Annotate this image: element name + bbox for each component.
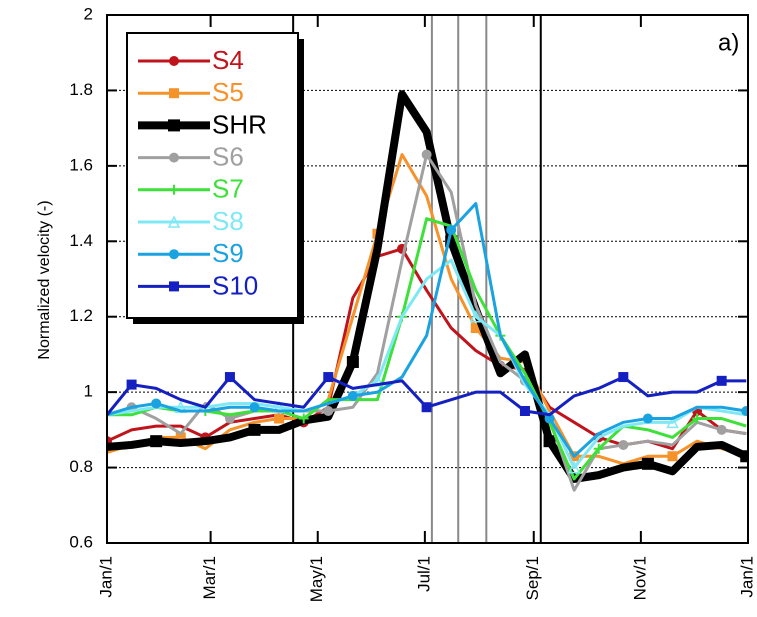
y-tick-label: 1.6 [69,155,93,174]
marker [741,406,748,416]
x-tick-label: Jul/1 [414,556,433,592]
series-line [107,202,747,458]
marker [323,372,334,383]
legend-label: SHR [212,109,267,139]
plot-frame [106,14,749,544]
marker [642,413,653,424]
series-line [107,90,748,483]
legend-marker [169,152,179,163]
legend-label: S10 [212,270,258,300]
legend-label: S8 [212,206,244,236]
marker [667,451,678,462]
legend-marker [169,249,179,260]
marker [421,149,432,160]
marker [469,310,483,323]
marker [421,402,432,413]
x-tick-label: Mar/1 [200,556,219,599]
legend-marker [169,184,179,195]
marker [248,423,261,436]
legend-marker [167,215,181,228]
marker [593,443,604,454]
marker [740,450,748,463]
marker [692,413,703,424]
x-tick-label: Nov/1 [630,556,649,600]
marker [544,413,555,424]
marker [298,413,309,424]
x-tick-label: Sep/1 [523,556,542,600]
marker [224,413,235,424]
marker [618,439,629,450]
marker [126,379,137,390]
y-tick-label: 2 [84,4,93,23]
series-line [107,217,747,481]
marker [543,435,556,448]
legend-label: S4 [212,45,244,75]
y-tick-label: 1 [84,382,93,401]
marker [666,415,679,429]
marker [716,375,727,386]
marker [470,323,481,334]
legend-marker [169,281,179,292]
marker [567,460,581,474]
marker [618,372,629,383]
legend-label: S6 [212,141,244,171]
legend-box [126,32,299,319]
y-tick-label: 0.8 [69,457,93,476]
y-tick-label: 1.2 [69,306,93,325]
marker [347,390,358,401]
legend-label: S7 [212,174,244,204]
series-line [107,258,747,470]
legend-marker [169,56,179,66]
marker [323,406,334,416]
marker [519,406,530,416]
x-tick-label: Jan/1 [737,556,756,598]
marker [346,355,359,368]
marker [716,424,727,435]
legend-label: S9 [212,238,244,268]
marker [150,435,163,448]
y-axis-label: Normalized velocity (-) [36,200,53,359]
legend-marker [169,88,179,99]
legend-label: S5 [212,77,244,107]
marker [175,432,186,443]
x-tick-label: Jan/1 [96,556,115,598]
annotation: a) [718,29,739,56]
marker [641,457,654,470]
marker [249,402,260,413]
y-tick-label: 1.4 [69,231,93,250]
legend-marker [168,119,180,132]
marker [274,413,285,424]
marker [151,398,162,409]
x-tick-label: May/1 [307,556,326,602]
series-group [107,90,748,492]
y-tick-label: 0.6 [69,532,93,551]
marker [224,372,235,383]
y-tick-label: 1.8 [69,80,93,99]
marker [446,224,457,235]
